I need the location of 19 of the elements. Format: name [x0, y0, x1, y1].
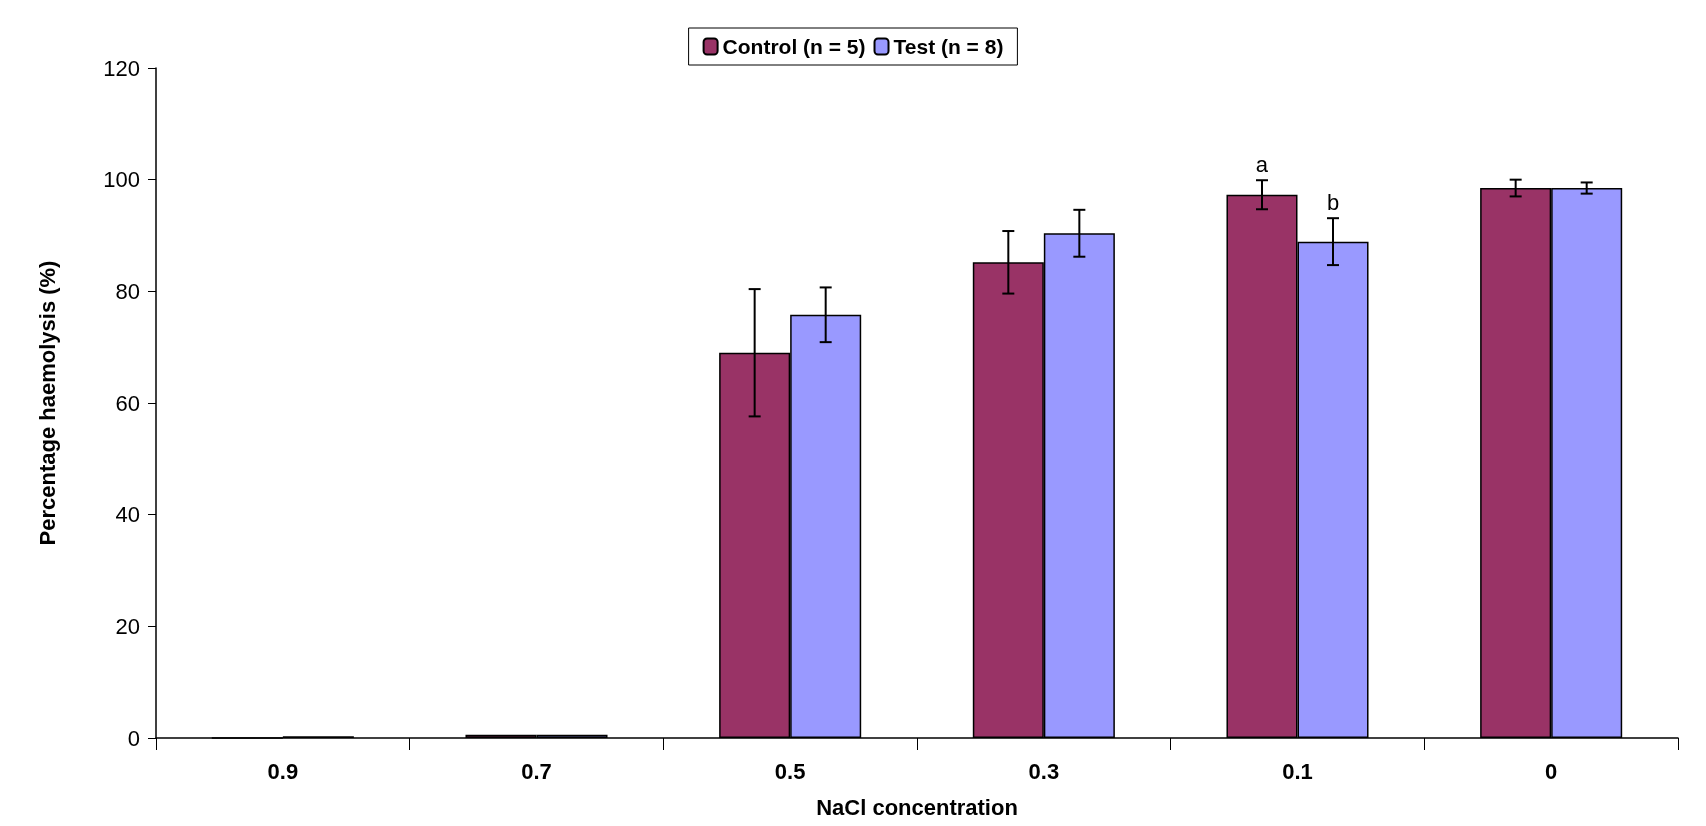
x-tick-label: 0.1 [1282, 758, 1313, 784]
x-tick-label: 0.3 [1028, 758, 1060, 784]
x-tick-label: 0.9 [267, 758, 299, 784]
y-tick-label: 0 [127, 725, 140, 751]
y-tick-label: 100 [103, 167, 140, 193]
y-axis-title: Percentage haemolysis (%) [34, 260, 60, 546]
y-tick-label: 40 [115, 502, 140, 528]
legend-label: Test (n = 8) [893, 35, 1004, 58]
y-tick-label: 80 [115, 278, 140, 304]
x-tick-label: 0.7 [521, 758, 552, 784]
y-tick-label: 60 [115, 390, 140, 416]
y-tick-label: 120 [103, 55, 140, 81]
x-tick-label: 0 [1545, 758, 1558, 784]
data-label: b [1326, 189, 1340, 215]
x-tick-label: 0.5 [774, 758, 806, 784]
x-axis-title: NaCl concentration [816, 794, 1018, 820]
legend-label: Control (n = 5) [722, 35, 866, 58]
y-tick-label: 20 [115, 613, 140, 639]
data-label: a [1255, 151, 1269, 177]
